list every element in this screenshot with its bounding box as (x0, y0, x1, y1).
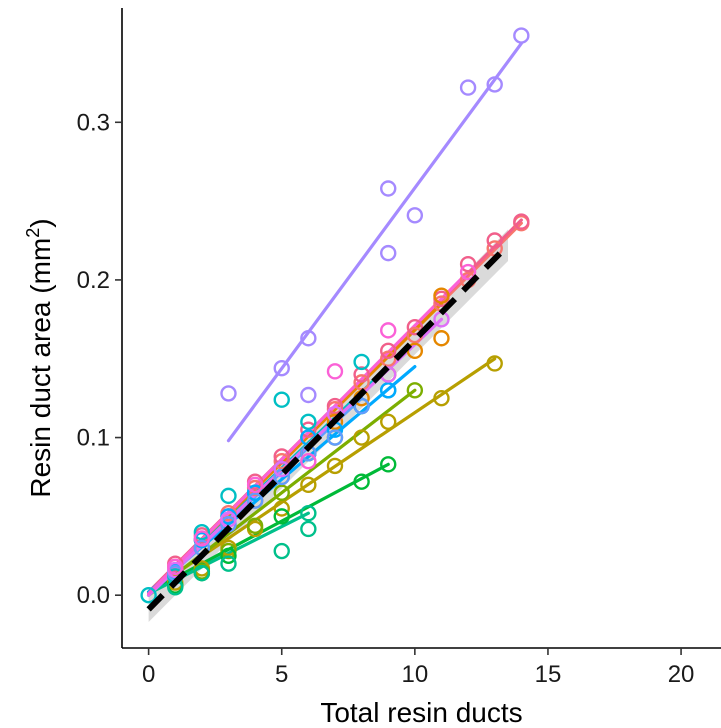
x-tick-label: 20 (668, 661, 695, 688)
data-point (380, 180, 397, 197)
data-point (459, 255, 477, 273)
data-point (486, 355, 503, 372)
overall-fit-line (146, 243, 511, 612)
data-point (220, 542, 237, 560)
data-point (273, 468, 290, 486)
data-point (220, 385, 237, 402)
data-point (273, 448, 290, 465)
data-point (433, 287, 450, 304)
data-point (273, 484, 290, 501)
data-point (326, 429, 344, 446)
data-point (380, 350, 397, 367)
data-point (273, 453, 290, 470)
y-tick-label: 0.1 (77, 425, 110, 452)
data-point (380, 413, 397, 430)
data-point (300, 421, 317, 438)
overall-fit-layer (146, 243, 511, 612)
data-point (273, 391, 290, 408)
y-tick-label: 0.2 (77, 267, 110, 294)
data-point (300, 330, 317, 347)
series-fit-line (147, 462, 390, 594)
y-axis-title-unit-sup: 2 (23, 228, 43, 238)
data-point (406, 319, 424, 336)
y-axis-title: Resin duct area (mm2) (23, 218, 56, 497)
data-point (300, 453, 317, 470)
data-point (167, 558, 184, 576)
data-point (246, 476, 264, 494)
data-point (353, 473, 370, 490)
x-axis-title: Total resin ducts (320, 697, 522, 728)
data-point (220, 555, 237, 572)
data-point (513, 27, 530, 44)
data-point (380, 322, 397, 339)
data-point (300, 476, 317, 494)
data-point (353, 397, 370, 415)
data-point (300, 386, 317, 404)
data-point (433, 330, 450, 347)
x-tick-label: 5 (275, 661, 288, 688)
data-point (246, 492, 264, 509)
data-point (459, 79, 477, 96)
y-tick-label: 0.0 (77, 582, 110, 609)
data-point (513, 213, 530, 230)
y-axis-title-unit: mm (25, 238, 56, 285)
y-axis-title-open-paren: ( (25, 284, 56, 294)
data-point (193, 564, 211, 582)
data-point (380, 456, 397, 473)
y-tick-label: 0.3 (77, 109, 110, 136)
x-tick-label: 0 (142, 661, 155, 688)
y-axis-title-close-paren: ) (25, 218, 56, 227)
data-point (326, 457, 344, 475)
data-point (273, 500, 290, 517)
x-axis-ticks: 0 5 10 15 20 (142, 648, 694, 688)
data-point (380, 382, 397, 399)
data-point (380, 244, 397, 262)
data-point (486, 76, 503, 93)
data-point (300, 505, 317, 522)
data-point (353, 366, 370, 383)
data-point (406, 207, 424, 224)
data-point (433, 389, 450, 407)
data-point (300, 520, 317, 538)
data-point (326, 363, 344, 380)
data-point (193, 523, 211, 541)
data-point (273, 542, 290, 560)
data-point (193, 530, 211, 547)
y-axis-title-main: Resin duct area (25, 301, 56, 498)
data-point (140, 586, 157, 604)
data-point (326, 413, 344, 430)
x-tick-label: 15 (535, 661, 562, 688)
data-point (353, 353, 370, 371)
data-point (246, 517, 264, 535)
y-axis-ticks: 0.0 0.1 0.2 0.3 (77, 109, 122, 609)
data-point (300, 413, 317, 430)
data-point (406, 382, 424, 399)
data-point (459, 263, 477, 281)
data-point (273, 508, 290, 525)
data-point (353, 429, 370, 446)
x-tick-label: 10 (401, 661, 428, 688)
data-point (380, 342, 397, 360)
data-point (486, 232, 503, 249)
data-point (273, 359, 290, 377)
data-point (326, 397, 344, 415)
data-point (220, 487, 237, 505)
data-point (220, 547, 237, 564)
